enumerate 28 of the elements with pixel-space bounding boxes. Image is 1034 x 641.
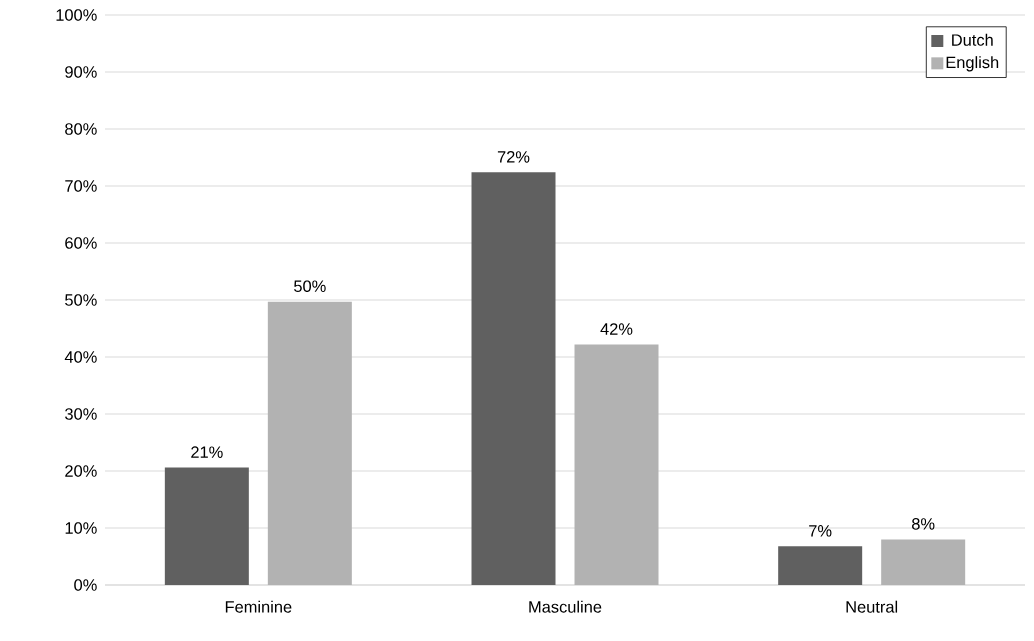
- x-tick-label: Neutral: [846, 600, 898, 613]
- data-label: 72%: [497, 151, 530, 163]
- y-tick-label: 20%: [65, 465, 97, 477]
- y-tick-label: 0%: [74, 579, 97, 591]
- x-tick-label: Feminine: [225, 600, 292, 613]
- y-tick-label: 90%: [65, 66, 97, 78]
- bar: [164, 467, 249, 585]
- y-tick-label: 40%: [64, 351, 97, 363]
- legend-label: English: [946, 56, 999, 72]
- y-tick-label: 10%: [65, 522, 97, 534]
- bar: [471, 172, 556, 585]
- data-label: 7%: [809, 525, 832, 537]
- y-tick-label: 80%: [65, 123, 97, 135]
- x-tick-label: Masculine: [529, 600, 602, 613]
- y-tick-label: 100%: [56, 9, 97, 21]
- data-label: 21%: [191, 446, 223, 458]
- y-tick-label: 30%: [65, 408, 97, 420]
- data-label: 42%: [600, 323, 633, 335]
- bar: [574, 344, 659, 585]
- data-label: 8%: [912, 518, 935, 530]
- y-tick-label: 50%: [65, 294, 97, 306]
- bar: [881, 539, 966, 585]
- y-tick-label: 70%: [65, 180, 97, 192]
- y-tick-label: 60%: [65, 237, 97, 249]
- data-label: 50%: [294, 280, 326, 293]
- bar: [778, 546, 863, 585]
- legend-label: Dutch: [952, 33, 993, 46]
- bar: [267, 301, 352, 585]
